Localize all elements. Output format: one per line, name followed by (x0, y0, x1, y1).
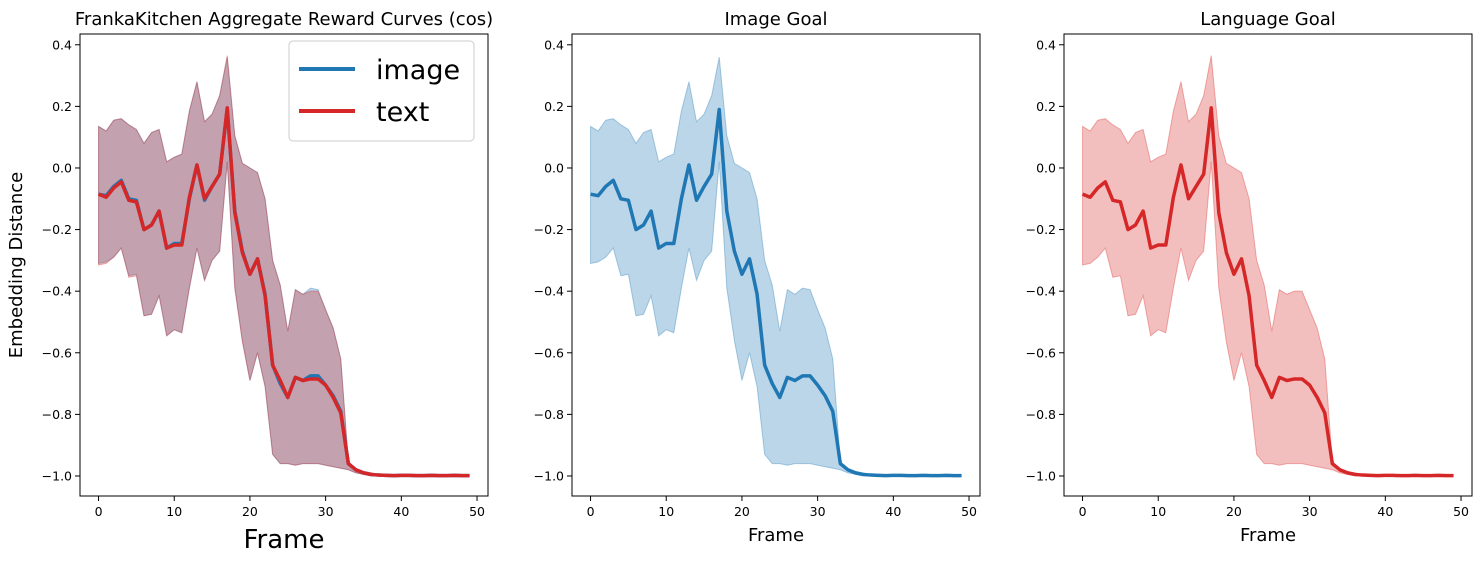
x-tick-label: 0 (587, 504, 595, 519)
y-axis-label: Embedding Distance (6, 172, 27, 359)
y-tick-label: −0.8 (1026, 407, 1056, 422)
y-tick-label: 0.2 (544, 99, 564, 114)
x-tick-label: 40 (393, 504, 409, 519)
x-tick-label: 50 (961, 504, 977, 519)
panel-1: 0 10 20 30 40 50 −1.0 −0.8 −0.6 −0.4 −0.2 0.0 0.2 0.4… (6, 9, 493, 555)
chart-title: Language Goal (1200, 9, 1336, 30)
plot-area (97, 55, 470, 478)
y-tick-label: −0.4 (1026, 284, 1056, 299)
y-tick-label: −0.2 (534, 222, 564, 237)
legend-label-text: text (376, 97, 429, 128)
band-image (590, 57, 962, 477)
x-tick-label: 40 (885, 504, 901, 519)
y-tick-label: −0.6 (1026, 345, 1056, 360)
y-tick-label: 0.0 (544, 160, 564, 175)
y-tick-label: −0.6 (534, 345, 564, 360)
x-axis-label: Frame (748, 525, 804, 546)
plot-area (1081, 55, 1454, 478)
y-tick-label: 0.0 (52, 160, 72, 175)
y-tick-label: 0.2 (1036, 99, 1056, 114)
y-tick-label: −0.2 (1026, 222, 1056, 237)
x-tick-label: 20 (1226, 504, 1242, 519)
y-tick-label: 0.4 (544, 37, 564, 52)
y-tick-label: 0.4 (52, 37, 72, 52)
x-tick-label: 10 (658, 504, 674, 519)
x-tick-label: 50 (469, 504, 485, 519)
x-tick-label: 10 (166, 504, 182, 519)
y-tick-label: 0.4 (1036, 37, 1056, 52)
y-tick-label: −0.8 (42, 407, 72, 422)
line-image (590, 107, 962, 478)
band-text (1082, 55, 1454, 477)
y-tick-label: −1.0 (534, 468, 564, 483)
panel-2: 0 10 20 30 40 50 −1.0 −0.8 −0.6 −0.4 −0.2 0.0 0.2 0.4… (534, 9, 981, 546)
axes-frame (1063, 33, 1473, 497)
chart-title: FrankaKitchen Aggregate Reward Curves (c… (75, 9, 493, 30)
y-tick-label: −0.6 (42, 345, 72, 360)
y-tick-label: 0.0 (1036, 160, 1056, 175)
x-tick-label: 20 (734, 504, 750, 519)
y-tick-label: −0.2 (42, 222, 72, 237)
line-text (1081, 106, 1454, 478)
plot-area (590, 57, 962, 478)
y-tick-label: −0.4 (42, 284, 72, 299)
x-tick-label: 40 (1377, 504, 1393, 519)
y-tick-label: −1.0 (42, 468, 72, 483)
x-tick-label: 30 (318, 504, 334, 519)
x-tick-label: 0 (95, 504, 103, 519)
legend-frame (288, 40, 475, 142)
x-axis-label: Frame (1240, 525, 1296, 546)
x-tick-label: 20 (242, 504, 258, 519)
axes-frame (571, 33, 981, 497)
axes-frame (79, 33, 489, 497)
y-tick-label: −0.8 (534, 407, 564, 422)
legend-label-image: image (376, 55, 460, 86)
legend: image text (288, 40, 475, 142)
y-tick-label: −0.4 (534, 284, 564, 299)
y-tick-label: −1.0 (1026, 468, 1056, 483)
x-axis-label: Frame (243, 525, 324, 555)
chart-title: Image Goal (724, 9, 827, 30)
x-tick-label: 50 (1453, 504, 1469, 519)
line-text (97, 106, 470, 478)
x-tick-label: 30 (1302, 504, 1318, 519)
panel-3: 0 10 20 30 40 50 −1.0 −0.8 −0.6 −0.4 −0.2 0.0 0.2 0.4… (1026, 9, 1473, 546)
y-tick-label: 0.2 (52, 99, 72, 114)
x-tick-label: 0 (1079, 504, 1087, 519)
x-tick-label: 30 (810, 504, 826, 519)
x-tick-label: 10 (1150, 504, 1166, 519)
